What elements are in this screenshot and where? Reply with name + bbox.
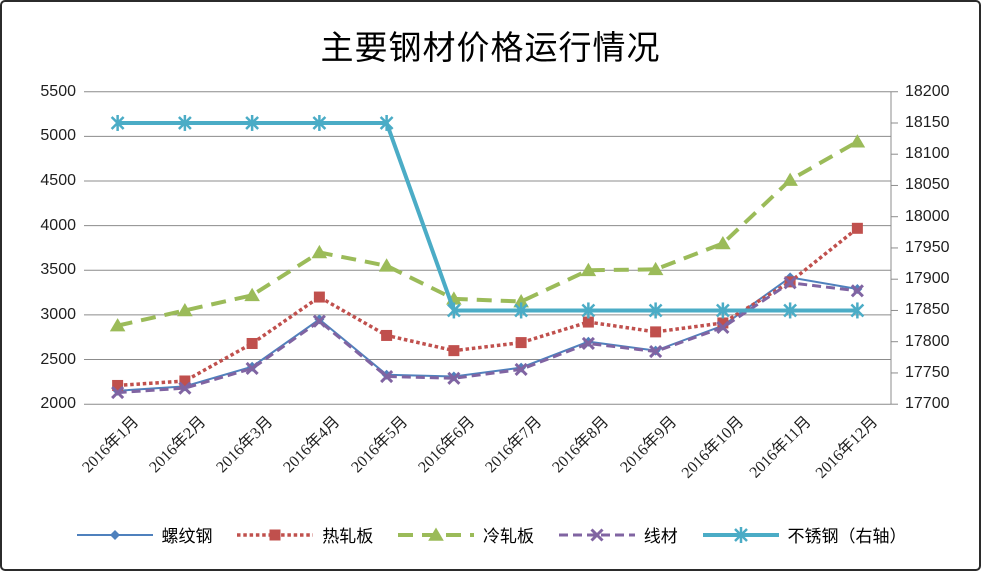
legend-label: 热轧板 bbox=[322, 527, 374, 546]
right-axis-tick-label: 18100 bbox=[905, 145, 950, 163]
legend-label: 不锈钢（右轴） bbox=[787, 527, 907, 546]
left-axis-tick-label: 4000 bbox=[40, 216, 76, 234]
legend-square-icon bbox=[237, 529, 314, 540]
legend-item-4: 线材 bbox=[557, 522, 678, 547]
right-axis-tick-label: 17850 bbox=[905, 301, 950, 319]
legend-item-2: 热轧板 bbox=[235, 522, 373, 547]
legend-triangle-icon bbox=[398, 527, 474, 541]
series-螺纹钢 bbox=[112, 272, 863, 396]
right-axis-tick-label: 18200 bbox=[905, 82, 950, 100]
right-axis-tick-label: 17700 bbox=[905, 395, 950, 413]
legend-item-3: 冷轧板 bbox=[396, 522, 534, 547]
legend: 螺纹钢 热轧板 冷轧板 线材 不锈钢（右轴） bbox=[75, 522, 907, 547]
legend-label: 冷轧板 bbox=[483, 527, 534, 546]
left-axis-tick-label: 3000 bbox=[40, 305, 76, 323]
right-axis-tick-label: 17900 bbox=[905, 270, 950, 288]
legend-item-5: 不锈钢（右轴） bbox=[701, 522, 907, 547]
series-冷轧板 bbox=[109, 134, 866, 332]
legend-label: 螺纹钢 bbox=[161, 527, 213, 546]
right-axis-tick-label: 17800 bbox=[905, 332, 950, 350]
left-axis-tick-label: 4500 bbox=[40, 171, 76, 189]
right-axis-tick-label: 18050 bbox=[905, 176, 950, 194]
legend-x-icon bbox=[558, 527, 635, 542]
series-不锈钢（右轴） bbox=[110, 114, 865, 319]
right-axis-tick-label: 17750 bbox=[905, 363, 950, 381]
legend-asterisk-icon bbox=[702, 526, 779, 543]
legend-diamond-icon bbox=[76, 529, 153, 540]
legend-label: 线材 bbox=[643, 527, 678, 546]
left-axis-tick-label: 5000 bbox=[40, 127, 76, 145]
legend-item-1: 螺纹钢 bbox=[75, 522, 213, 547]
right-axis-tick-label: 18000 bbox=[905, 207, 950, 225]
left-axis-tick-label: 5500 bbox=[40, 82, 76, 100]
left-axis-tick-label: 2000 bbox=[40, 395, 76, 413]
chart-title: 主要钢材价格运行情况 bbox=[320, 31, 661, 67]
right-axis-tick-label: 17950 bbox=[905, 238, 950, 256]
left-axis-tick-label: 2500 bbox=[40, 350, 76, 368]
series-线材 bbox=[111, 276, 864, 400]
right-axis-tick-label: 18150 bbox=[905, 113, 950, 131]
left-axis-tick-label: 3500 bbox=[40, 261, 76, 279]
